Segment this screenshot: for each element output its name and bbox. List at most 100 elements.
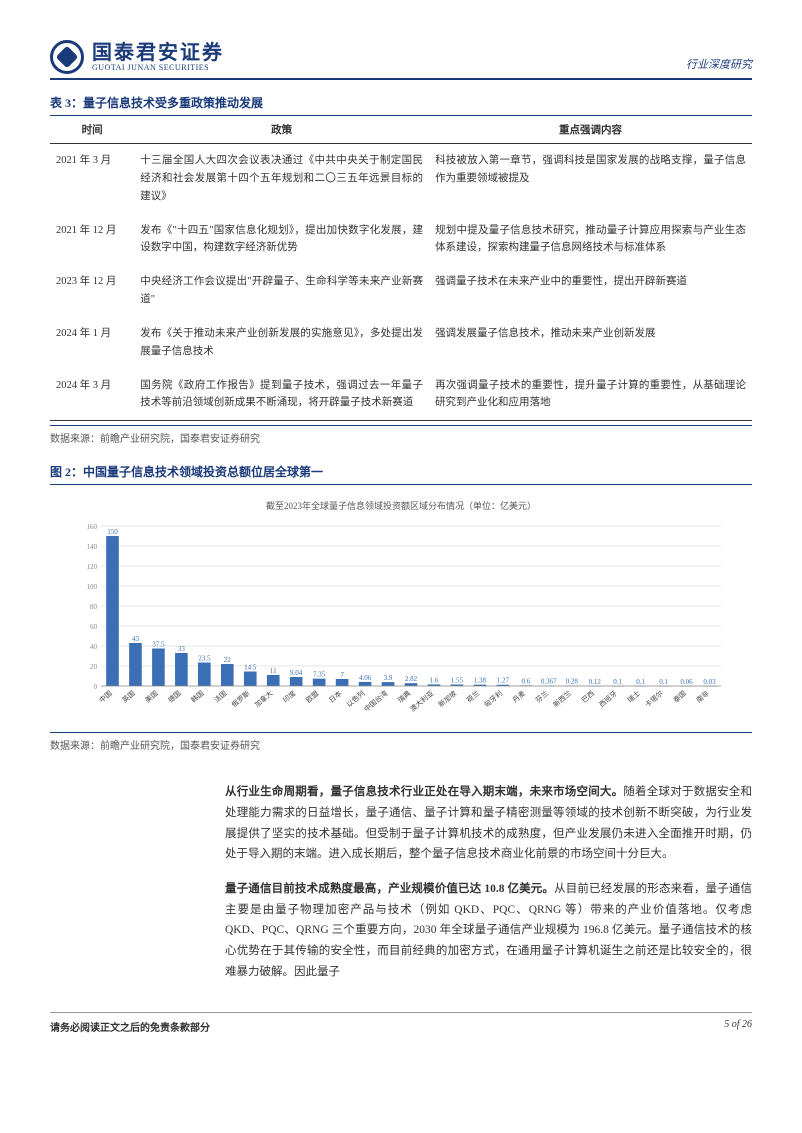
cell-content: 强调量子技术在未来产业中的重要性，提出开辟新赛道 [429, 265, 752, 317]
cell-policy: 发布《关于推动未来产业创新发展的实施意见》，多处提出发展量子信息技术 [134, 317, 429, 369]
col-header-content: 重点强调内容 [429, 116, 752, 144]
svg-text:9.04: 9.04 [290, 669, 303, 677]
svg-text:新西兰: 新西兰 [551, 689, 573, 709]
body-text: 从行业生命周期看，量子信息技术行业正处在导入期末端，未来市场空间大。随着全球对于… [50, 782, 752, 982]
svg-text:1.6: 1.6 [430, 677, 439, 685]
svg-text:0.367: 0.367 [541, 678, 557, 686]
chart-container: 截至2023年全球量子信息领域投资额区域分布情况（单位：亿美元） 0204060… [50, 493, 752, 732]
svg-text:丹麦: 丹麦 [511, 689, 528, 705]
table-row: 2023 年 12 月中央经济工作会议提出"开辟量子、生命科学等未来产业新赛道"… [50, 265, 752, 317]
paragraph-1: 从行业生命周期看，量子信息技术行业正处在导入期末端，未来市场空间大。随着全球对于… [225, 782, 752, 865]
svg-text:160: 160 [87, 523, 98, 531]
svg-text:23.5: 23.5 [198, 655, 211, 663]
svg-text:0.12: 0.12 [589, 678, 602, 686]
svg-text:瑞典: 瑞典 [396, 689, 413, 705]
svg-text:日本: 日本 [327, 689, 344, 705]
bar [152, 649, 165, 687]
svg-text:法国: 法国 [212, 689, 229, 705]
cell-content: 科技被放入第一章节，强调科技是国家发展的战略支撑，量子信息作为重要领域被提及 [429, 144, 752, 214]
svg-text:11: 11 [270, 667, 277, 675]
svg-text:2.82: 2.82 [405, 675, 418, 683]
svg-text:0.1: 0.1 [659, 678, 668, 686]
logo-chinese: 国泰君安证券 [92, 42, 224, 64]
bar [336, 679, 349, 686]
document-type: 行业深度研究 [686, 56, 752, 74]
svg-text:40: 40 [90, 643, 98, 651]
bar [382, 682, 395, 686]
svg-text:瑞士: 瑞士 [625, 689, 642, 705]
bar [129, 643, 142, 686]
svg-text:韩国: 韩国 [189, 689, 206, 705]
logo-block: 国泰君安证券 GUOTAI JUNAN SECURITIES [50, 40, 224, 74]
bar [244, 672, 257, 687]
cell-time: 2024 年 1 月 [50, 317, 134, 369]
svg-text:匈牙利: 匈牙利 [482, 689, 504, 709]
page-header: 国泰君安证券 GUOTAI JUNAN SECURITIES 行业深度研究 [50, 40, 752, 80]
table-title: 表 3：量子信息技术受多重政策推动发展 [50, 90, 752, 116]
logo-text: 国泰君安证券 GUOTAI JUNAN SECURITIES [92, 42, 224, 73]
svg-text:100: 100 [87, 583, 98, 591]
svg-text:英国: 英国 [120, 689, 137, 705]
svg-text:欧盟: 欧盟 [304, 689, 321, 705]
table-row: 2021 年 3 月十三届全国人大四次会议表决通过《中共中央关于制定国民经济和社… [50, 144, 752, 214]
table-row: 2024 年 1 月发布《关于推动未来产业创新发展的实施意见》，多处提出发展量子… [50, 317, 752, 369]
svg-text:南非: 南非 [694, 689, 711, 705]
svg-text:20: 20 [90, 663, 98, 671]
table-row: 2021 年 12 月发布《"十四五"国家信息化规划》，提出加快数字化发展，建设… [50, 214, 752, 266]
col-header-time: 时间 [50, 116, 134, 144]
svg-text:德国: 德国 [166, 689, 183, 705]
cell-time: 2021 年 3 月 [50, 144, 134, 214]
table-source: 数据来源：前瞻产业研究院，国泰君安证券研究 [50, 425, 752, 459]
cell-policy: 十三届全国人大四次会议表决通过《中共中央关于制定国民经济和社会发展第十四个五年规… [134, 144, 429, 214]
svg-text:中国: 中国 [97, 689, 114, 705]
cell-time: 2021 年 12 月 [50, 214, 134, 266]
cell-content: 再次强调量子技术的重要性，提升量子计算的重要性，从基础理论研究到产业化和应用落地 [429, 369, 752, 421]
figure-title: 图 2：中国量子信息技术领域投资总额位居全球第一 [50, 459, 752, 485]
cell-content: 规划中提及量子信息技术研究，推动量子计算应用探索与产业生态体系建设，探索构建量子… [429, 214, 752, 266]
svg-text:美国: 美国 [143, 689, 160, 705]
company-logo-icon [50, 40, 84, 74]
svg-text:22: 22 [224, 656, 232, 664]
svg-text:120: 120 [87, 563, 98, 571]
svg-text:加拿大: 加拿大 [253, 689, 275, 709]
bar [106, 536, 119, 686]
svg-text:80: 80 [90, 603, 98, 611]
svg-text:7.35: 7.35 [313, 671, 326, 679]
svg-text:4.06: 4.06 [359, 674, 372, 682]
svg-text:荷兰: 荷兰 [465, 689, 482, 705]
svg-text:新加坡: 新加坡 [436, 689, 458, 709]
svg-text:澳大利亚: 澳大利亚 [408, 689, 435, 714]
svg-text:0.1: 0.1 [613, 678, 622, 686]
footer-page-number: 5 of 26 [724, 1019, 752, 1034]
chart-subtitle: 截至2023年全球量子信息领域投资额区域分布情况（单位：亿美元） [60, 499, 742, 512]
svg-text:0.03: 0.03 [703, 678, 716, 686]
figure-source: 数据来源：前瞻产业研究院，国泰君安证券研究 [50, 732, 752, 766]
svg-text:37.5: 37.5 [152, 641, 165, 649]
bar-chart: 020406080100120140160150中国43英国37.5美国33德国… [71, 518, 731, 728]
bar [313, 679, 326, 686]
svg-text:3.9: 3.9 [384, 674, 393, 682]
svg-text:印度: 印度 [281, 689, 298, 705]
svg-text:泰国: 泰国 [671, 689, 688, 705]
svg-text:33: 33 [178, 645, 186, 653]
p1-lead: 从行业生命周期看，量子信息技术行业正处在导入期末端，未来市场空间大。 [225, 786, 623, 798]
page-container: 国泰君安证券 GUOTAI JUNAN SECURITIES 行业深度研究 表 … [0, 0, 802, 1064]
svg-text:43: 43 [132, 635, 140, 643]
paragraph-2: 量子通信目前技术成熟度最高，产业规模价值已达 10.8 亿美元。从目前已经发展的… [225, 879, 752, 982]
cell-time: 2024 年 3 月 [50, 369, 134, 421]
svg-text:卡塔尔: 卡塔尔 [643, 689, 665, 709]
policy-table: 时间 政策 重点强调内容 2021 年 3 月十三届全国人大四次会议表决通过《中… [50, 116, 752, 421]
svg-text:西班牙: 西班牙 [597, 689, 619, 709]
table-row: 2024 年 3 月国务院《政府工作报告》提到量子技术，强调过去一年量子技术等前… [50, 369, 752, 421]
svg-text:1.38: 1.38 [474, 677, 487, 685]
p2-rest: 从目前已经发展的形态来看，量子通信主要是由量子物理加密产品与技术（例如 QKD、… [225, 883, 752, 978]
svg-text:巴西: 巴西 [580, 690, 596, 705]
col-header-policy: 政策 [134, 116, 429, 144]
svg-text:150: 150 [107, 528, 118, 536]
svg-text:0.6: 0.6 [521, 678, 530, 686]
bar [290, 677, 303, 686]
p2-lead: 量子通信目前技术成熟度最高，产业规模价值已达 10.8 亿美元。 [225, 883, 554, 895]
logo-english: GUOTAI JUNAN SECURITIES [92, 64, 224, 73]
svg-text:1.55: 1.55 [451, 677, 464, 685]
svg-text:0: 0 [94, 683, 98, 691]
